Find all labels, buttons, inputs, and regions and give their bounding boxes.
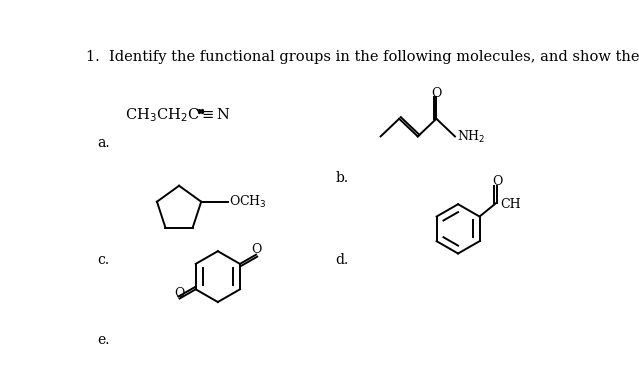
Text: O: O: [492, 176, 502, 188]
Text: 1.  Identify the functional groups in the following molecules, and show the pola: 1. Identify the functional groups in the…: [86, 50, 639, 64]
Text: d.: d.: [335, 253, 349, 268]
Text: O: O: [251, 243, 261, 256]
Text: b.: b.: [335, 171, 349, 185]
Text: OCH$_3$: OCH$_3$: [229, 194, 267, 210]
Text: O: O: [174, 287, 185, 300]
Text: e.: e.: [97, 333, 109, 347]
Text: NH$_2$: NH$_2$: [458, 128, 486, 144]
Text: CH: CH: [500, 198, 521, 211]
Text: O: O: [431, 87, 442, 100]
Text: CH$_3$CH$_2$C$\equiv$N: CH$_3$CH$_2$C$\equiv$N: [125, 106, 230, 124]
Text: a.: a.: [97, 136, 109, 150]
Text: c.: c.: [97, 253, 109, 268]
